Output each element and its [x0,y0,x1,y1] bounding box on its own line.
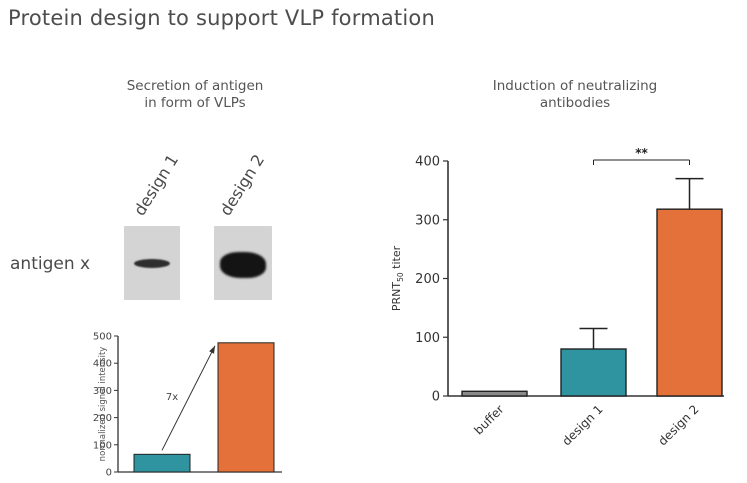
y-axis-label: normalized signal intensity [98,347,108,462]
y-axis-label: PRNT50 titer [390,245,405,311]
right-bar-chart: 0 100 200 300 400 PRNT50 titer buffer design 1 d… [390,146,724,448]
right-subtitle-line: antibodies [539,95,611,111]
left-subtitle-line: in form of VLPs [144,95,246,111]
fold-annotation: 7x [166,392,178,403]
fold-arrow [161,345,216,451]
y-tick-label: 400 [415,155,440,170]
bar-buffer [461,390,528,397]
blot-band-1 [134,259,170,268]
y-tick-label: 300 [93,386,112,397]
y-label-suffix: titer [390,245,403,272]
fold-arrow-head [209,345,215,354]
bar-design-2 [217,342,275,473]
blot-lane-2 [214,226,272,300]
blot-band-2 [220,252,266,278]
y-tick-label: 200 [93,413,112,424]
right-subtitle: Induction of neutralizing antibodies [470,78,680,112]
page-title: Protein design to support VLP formation [8,6,435,30]
blot-lane-1 [124,226,180,300]
x-tick-label: design 1 [559,402,605,448]
y-tick-label: 0 [432,390,440,405]
left-bar-chart: 0 100 200 300 400 500 normalized signal intens… [93,332,282,479]
blot-row-label: antigen x [10,254,91,274]
right-subtitle-line: Induction of neutralizing [492,78,658,94]
x-tick-label: buffer [471,402,506,437]
y-label-sub: 50 [396,272,405,282]
bar-design-2 [656,208,723,397]
y-tick-label: 0 [106,468,112,479]
bar-design-1 [133,453,191,473]
y-tick-label: 100 [93,440,112,451]
y-tick-label: 300 [415,213,440,228]
y-label-main: PRNT [390,282,403,312]
y-tick-label: 400 [93,359,112,370]
y-tick-label: 100 [415,331,440,346]
left-subtitle-line: Secretion of antigen [126,78,264,94]
bar-design-1 [560,348,627,397]
left-subtitle: Secretion of antigen in form of VLPs [90,78,300,112]
y-tick-label: 200 [415,272,440,287]
y-tick-label: 500 [93,332,112,343]
x-tick-label: design 2 [655,402,701,448]
significance-label: ** [635,146,648,160]
